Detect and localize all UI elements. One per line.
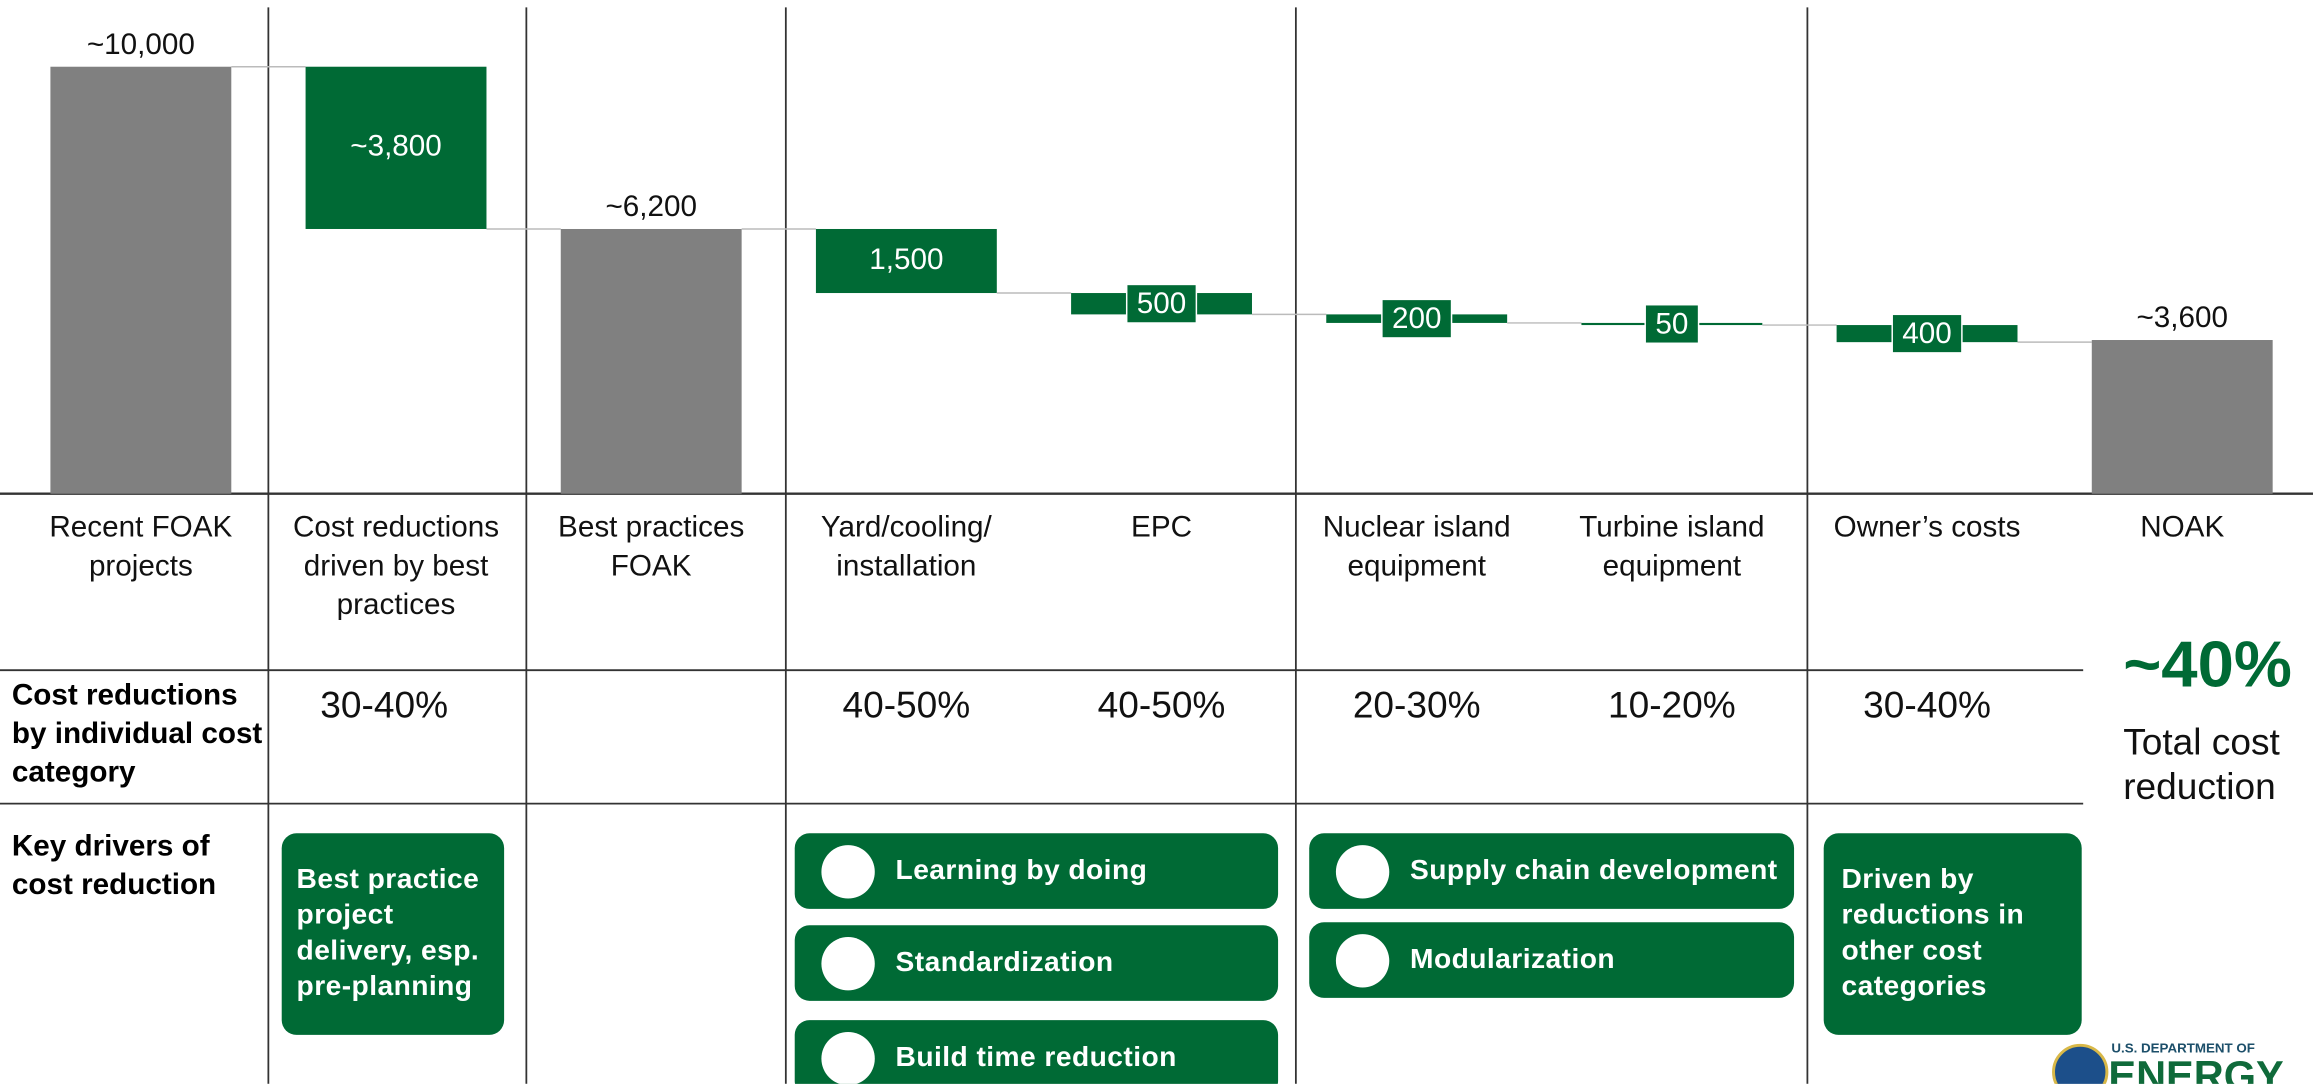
value-label: 200 (1392, 302, 1441, 335)
value-label: ~3,600 (2136, 301, 2227, 334)
driver-box: Learning by doing (794, 833, 1279, 909)
value-label: 500 (1137, 287, 1186, 320)
frame (0, 7, 2313, 1084)
category-label: Best practices FOAK (558, 511, 745, 583)
category-label: Yard/cooling/ installation (820, 511, 992, 583)
driver-text: Standardization (895, 946, 1114, 978)
reduction-range: 40-50% (1097, 685, 1226, 727)
reduction-range: 40-50% (842, 685, 971, 727)
value-label-box (1381, 298, 1453, 339)
value-label-box (1125, 283, 1198, 324)
reduction-range: 30-40% (320, 685, 449, 727)
value-label: 400 (1902, 317, 1951, 350)
total-reduction-label: Total cost reduction (2123, 722, 2280, 809)
logo-text: ENERGY (2108, 1052, 2284, 1084)
driver-box: Build time reduction (794, 1020, 1279, 1084)
reduction-range: 30-40% (1863, 685, 1991, 727)
category-label: Turbine island equipment (1579, 511, 1765, 583)
bar (560, 228, 742, 494)
category-label: EPC (1131, 511, 1193, 545)
driver-box: Best practice project delivery, esp. pre… (281, 833, 505, 1035)
driver-text: Supply chain development (1410, 854, 1778, 886)
driver-icon (1335, 844, 1390, 898)
category-label: Owner’s costs (1833, 511, 2021, 545)
driver-box: Modularization (1309, 922, 1795, 998)
driver-box: Supply chain development (1309, 833, 1795, 909)
value-label: ~10,000 (87, 28, 195, 61)
category-label: NOAK (2140, 511, 2225, 545)
driver-box: Standardization (794, 925, 1279, 1001)
driver-text: Modularization (1410, 943, 1616, 975)
driver-icon (821, 1031, 875, 1084)
driver-text: Driven by reductions in other cost categ… (1841, 864, 2025, 1003)
category-label: Nuclear island equipment (1322, 511, 1511, 583)
driver-text: Build time reduction (895, 1041, 1177, 1073)
reduction-range: 20-30% (1352, 685, 1481, 727)
logo-seal (2052, 1043, 2109, 1084)
bar (305, 66, 487, 229)
logo-text: U.S. DEPARTMENT OF (2111, 1040, 2255, 1056)
driver-icon (821, 844, 875, 898)
value-label: 1,500 (869, 243, 943, 276)
driver-icon (1335, 933, 1390, 987)
value-label-box (1891, 313, 1963, 354)
value-label-box (1644, 303, 1700, 345)
bar (50, 66, 232, 494)
driver-icon (821, 936, 875, 990)
driver-text: Best practice project delivery, esp. pre… (296, 864, 480, 1003)
bar (2091, 340, 2273, 494)
value-label: ~3,800 (350, 130, 441, 163)
category-label: Recent FOAK projects (49, 511, 233, 583)
row-label: Key drivers of cost reduction (11, 830, 217, 902)
total-reduction: ~40% (2123, 628, 2292, 702)
row-label: Cost reductions by individual cost categ… (11, 679, 263, 789)
value-label: ~6,200 (605, 190, 696, 223)
category-label: Cost reductions driven by best practices (292, 511, 500, 622)
reduction-range: 10-20% (1607, 685, 1736, 727)
driver-text: Learning by doing (895, 854, 1148, 886)
driver-box: Driven by reductions in other cost categ… (1823, 833, 2082, 1035)
value-label: 50 (1655, 307, 1688, 340)
bar (815, 228, 997, 294)
